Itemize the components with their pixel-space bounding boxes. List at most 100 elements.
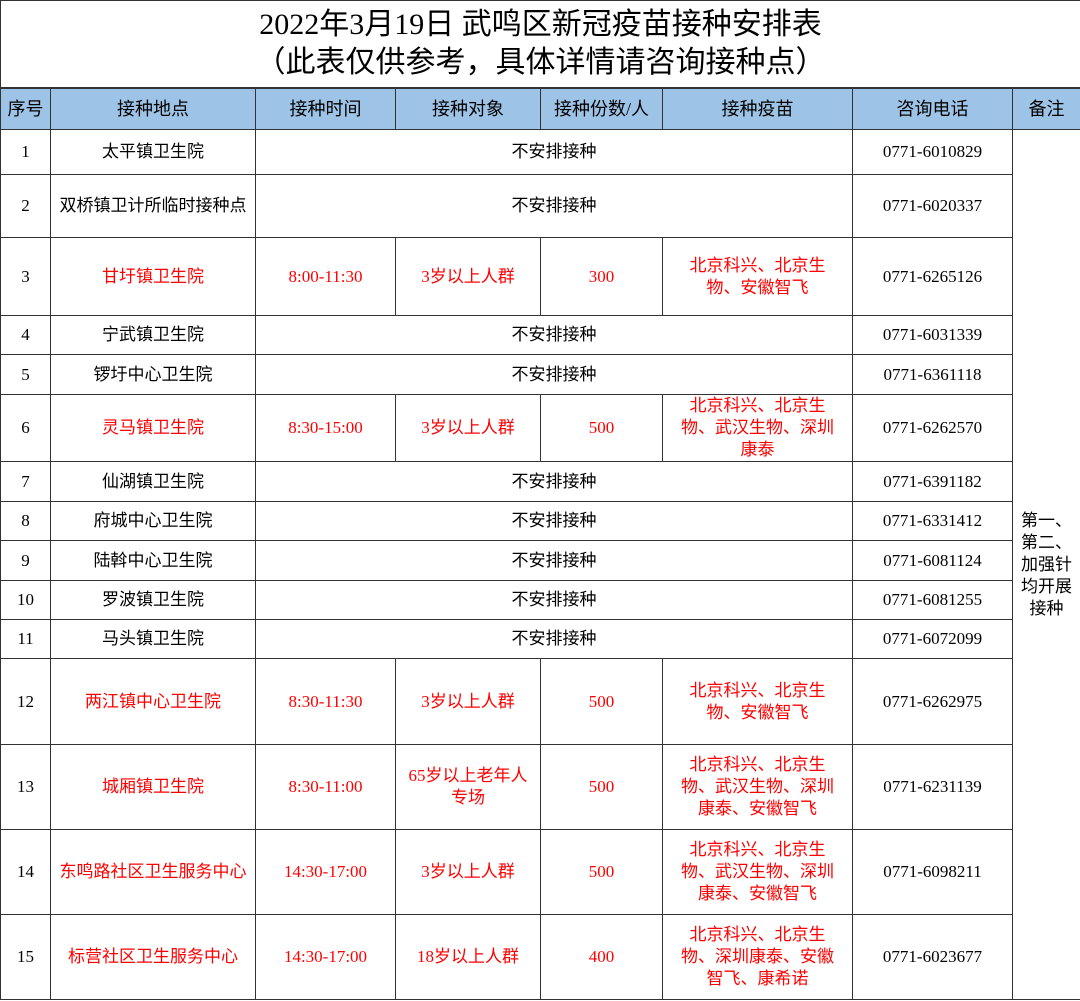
table-row: 6 灵马镇卫生院 8:30-15:00 3岁以上人群 500 北京科兴、北京生物、武汉生物… xyxy=(0,394,1080,462)
target-cell: 18岁以上人群 xyxy=(395,914,541,1000)
row-number: 5 xyxy=(0,354,51,395)
vaccine-cell: 北京科兴、北京生物、深圳康泰、安徽智飞、康希诺 xyxy=(662,914,853,1000)
phone-cell: 0771-6020337 xyxy=(852,174,1013,238)
time-cell: 8:30-11:30 xyxy=(255,658,396,745)
column-header-note: 备注 xyxy=(1012,87,1080,130)
title-line-1: 2022年3月19日 武鸣区新冠疫苗接种安排表 xyxy=(259,8,822,41)
time-cell: 8:00-11:30 xyxy=(255,237,396,316)
site-name: 宁武镇卫生院 xyxy=(50,315,256,355)
phone-cell: 0771-6098211 xyxy=(852,829,1013,915)
table-row: 15 标营社区卫生服务中心 14:30-17:00 18岁以上人群 400 北京科兴、北京… xyxy=(0,914,1080,1000)
vaccine-cell: 北京科兴、北京生物、武汉生物、深圳康泰、安徽智飞 xyxy=(662,744,853,830)
no-schedule-cell: 不安排接种 xyxy=(255,540,853,581)
phone-cell: 0771-6081255 xyxy=(852,580,1013,620)
site-name: 东鸣路社区卫生服务中心 xyxy=(50,829,256,915)
site-name: 陆斡中心卫生院 xyxy=(50,540,256,581)
no-schedule-cell: 不安排接种 xyxy=(255,129,853,175)
target-cell: 65岁以上老年人专场 xyxy=(395,744,541,830)
doses-cell: 500 xyxy=(540,829,663,915)
doses-cell: 500 xyxy=(540,744,663,830)
doses-cell: 400 xyxy=(540,914,663,1000)
phone-cell: 0771-6023677 xyxy=(852,914,1013,1000)
table-row: 12 两江镇中心卫生院 8:30-11:30 3岁以上人群 500 北京科兴、北京生物、安… xyxy=(0,658,1080,745)
table-row: 8 府城中心卫生院 不安排接种 0771-6331412 xyxy=(0,501,1080,541)
table-row: 9 陆斡中心卫生院 不安排接种 0771-6081124 xyxy=(0,540,1080,581)
no-schedule-cell: 不安排接种 xyxy=(255,501,853,541)
table-row: 1 太平镇卫生院 不安排接种 0771-6010829 第一、第二、加强针均开展接种 xyxy=(0,129,1080,1000)
column-header-time: 接种时间 xyxy=(255,87,396,130)
column-header-doses: 接种份数/人 xyxy=(540,87,663,130)
site-name: 两江镇中心卫生院 xyxy=(50,658,256,745)
time-cell: 14:30-17:00 xyxy=(255,914,396,1000)
vaccine-cell: 北京科兴、北京生物、武汉生物、深圳康泰 xyxy=(662,394,853,462)
phone-cell: 0771-6081124 xyxy=(852,540,1013,581)
no-schedule-cell: 不安排接种 xyxy=(255,354,853,395)
no-schedule-cell: 不安排接种 xyxy=(255,619,853,659)
column-header-target: 接种对象 xyxy=(395,87,541,130)
row-number: 12 xyxy=(0,658,51,745)
doses-cell: 500 xyxy=(540,394,663,462)
no-schedule-cell: 不安排接种 xyxy=(255,174,853,238)
doses-cell: 500 xyxy=(540,658,663,745)
table-row: 11 马头镇卫生院 不安排接种 0771-6072099 xyxy=(0,619,1080,659)
site-name: 仙湖镇卫生院 xyxy=(50,461,256,502)
site-name: 府城中心卫生院 xyxy=(50,501,256,541)
doses-cell: 300 xyxy=(540,237,663,316)
row-number: 13 xyxy=(0,744,51,830)
column-header-phone: 咨询电话 xyxy=(852,87,1013,130)
no-schedule-cell: 不安排接种 xyxy=(255,580,853,620)
time-cell: 14:30-17:00 xyxy=(255,829,396,915)
target-cell: 3岁以上人群 xyxy=(395,394,541,462)
phone-cell: 0771-6072099 xyxy=(852,619,1013,659)
phone-cell: 0771-6265126 xyxy=(852,237,1013,316)
site-name: 太平镇卫生院 xyxy=(50,129,256,175)
row-number: 3 xyxy=(0,237,51,316)
target-cell: 3岁以上人群 xyxy=(395,829,541,915)
table-row: 10 罗波镇卫生院 不安排接种 0771-6081255 xyxy=(0,580,1080,620)
header-row: 序号 接种地点 接种时间 接种对象 接种份数/人 接种疫苗 咨询电话 备注 xyxy=(0,87,1080,130)
row-number: 8 xyxy=(0,501,51,541)
table-row: 4 宁武镇卫生院 不安排接种 0771-6031339 xyxy=(0,315,1080,355)
row-number: 7 xyxy=(0,461,51,502)
vaccine-cell: 北京科兴、北京生物、安徽智飞 xyxy=(662,658,853,745)
note-cell: 第一、第二、加强针均开展接种 xyxy=(1012,129,1080,1000)
phone-cell: 0771-6231139 xyxy=(852,744,1013,830)
site-name: 马头镇卫生院 xyxy=(50,619,256,659)
row-number: 10 xyxy=(0,580,51,620)
table-row: 3 甘圩镇卫生院 8:00-11:30 3岁以上人群 300 北京科兴、北京生物、安徽智飞… xyxy=(0,237,1080,316)
row-number: 9 xyxy=(0,540,51,581)
no-schedule-cell: 不安排接种 xyxy=(255,315,853,355)
vaccine-cell: 北京科兴、北京生物、安徽智飞 xyxy=(662,237,853,316)
phone-cell: 0771-6262975 xyxy=(852,658,1013,745)
phone-cell: 0771-6331412 xyxy=(852,501,1013,541)
row-number: 14 xyxy=(0,829,51,915)
site-name: 城厢镇卫生院 xyxy=(50,744,256,830)
table-row: 13 城厢镇卫生院 8:30-11:00 65岁以上老年人专场 500 北京科兴、北京生物… xyxy=(0,744,1080,830)
row-number: 4 xyxy=(0,315,51,355)
phone-cell: 0771-6262570 xyxy=(852,394,1013,462)
row-number: 2 xyxy=(0,174,51,238)
column-header-vaccine: 接种疫苗 xyxy=(662,87,853,130)
site-name: 双桥镇卫计所临时接种点 xyxy=(50,174,256,238)
table-row: 7 仙湖镇卫生院 不安排接种 0771-6391182 xyxy=(0,461,1080,502)
row-number: 1 xyxy=(0,129,51,175)
target-cell: 3岁以上人群 xyxy=(395,658,541,745)
phone-cell: 0771-6031339 xyxy=(852,315,1013,355)
time-cell: 8:30-15:00 xyxy=(255,394,396,462)
site-name: 罗波镇卫生院 xyxy=(50,580,256,620)
row-number: 11 xyxy=(0,619,51,659)
table-title: 2022年3月19日 武鸣区新冠疫苗接种安排表 （此表仅供参考，具体详情请咨询接… xyxy=(0,0,1080,89)
row-number: 15 xyxy=(0,914,51,1000)
phone-cell: 0771-6361118 xyxy=(852,354,1013,395)
no-schedule-cell: 不安排接种 xyxy=(255,461,853,502)
phone-cell: 0771-6391182 xyxy=(852,461,1013,502)
time-cell: 8:30-11:00 xyxy=(255,744,396,830)
column-header-site: 接种地点 xyxy=(50,87,256,130)
row-number: 6 xyxy=(0,394,51,462)
site-name: 甘圩镇卫生院 xyxy=(50,237,256,316)
table-row: 2 双桥镇卫计所临时接种点 不安排接种 0771-6020337 xyxy=(0,174,1080,238)
title-line-2: （此表仅供参考，具体详情请咨询接种点） xyxy=(255,46,826,79)
site-name: 标营社区卫生服务中心 xyxy=(50,914,256,1000)
